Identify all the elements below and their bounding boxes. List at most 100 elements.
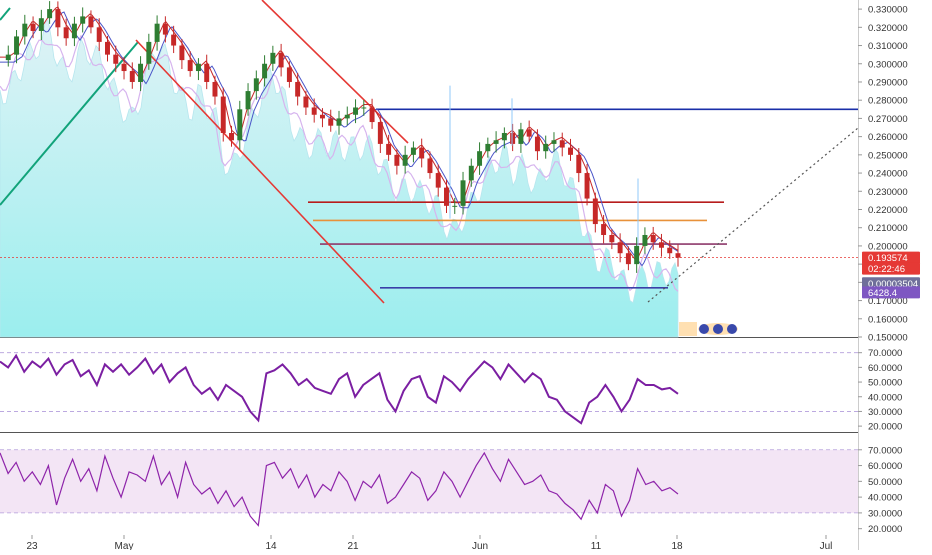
candle[interactable] <box>105 36 110 62</box>
candle[interactable] <box>650 226 656 250</box>
candle[interactable] <box>96 18 102 51</box>
candle-body <box>80 16 86 24</box>
date-tick-label: Jul <box>820 541 833 550</box>
candle[interactable] <box>47 1 53 24</box>
candle[interactable] <box>187 51 193 77</box>
candle[interactable] <box>510 123 516 152</box>
event-icon[interactable] <box>727 324 737 334</box>
candle[interactable] <box>468 158 474 187</box>
price-tick-label: 0.320000 <box>868 23 908 34</box>
candle[interactable] <box>237 100 243 150</box>
candle[interactable] <box>634 237 640 273</box>
event-badge[interactable] <box>679 322 697 336</box>
candle[interactable] <box>667 240 673 259</box>
candle[interactable] <box>427 151 433 179</box>
event-icon[interactable] <box>699 324 709 334</box>
candle[interactable] <box>195 58 201 81</box>
candle[interactable] <box>534 129 540 161</box>
candle[interactable] <box>344 106 350 126</box>
candle[interactable] <box>88 10 94 34</box>
candle[interactable] <box>179 39 185 70</box>
candle[interactable] <box>377 115 383 153</box>
candle[interactable] <box>658 233 664 257</box>
candle[interactable] <box>576 148 582 183</box>
candle[interactable] <box>501 127 507 149</box>
candle[interactable] <box>394 149 400 175</box>
candle[interactable] <box>245 83 251 116</box>
candle-body <box>460 180 466 206</box>
candle[interactable] <box>361 99 367 116</box>
candle[interactable] <box>328 109 334 132</box>
candle[interactable] <box>369 98 375 129</box>
candle[interactable] <box>460 171 466 215</box>
candle[interactable] <box>444 179 449 214</box>
candle[interactable] <box>543 135 549 159</box>
candle[interactable] <box>121 56 127 80</box>
candle[interactable] <box>220 87 226 142</box>
candle[interactable] <box>22 14 28 45</box>
candle-body <box>501 132 507 141</box>
candle[interactable] <box>162 16 168 43</box>
candle[interactable] <box>402 145 408 174</box>
event-icon[interactable] <box>713 324 723 334</box>
candle[interactable] <box>146 33 152 70</box>
candle-body <box>650 234 656 243</box>
candle[interactable] <box>303 90 309 115</box>
candle[interactable] <box>55 1 61 37</box>
candle[interactable] <box>609 229 615 250</box>
candle[interactable] <box>295 72 301 106</box>
candle[interactable] <box>675 244 681 267</box>
candle[interactable] <box>129 62 135 89</box>
candle[interactable] <box>311 98 317 123</box>
candle[interactable] <box>518 122 524 153</box>
candle[interactable] <box>592 192 598 233</box>
candle[interactable] <box>38 9 44 40</box>
candle[interactable] <box>617 233 623 263</box>
candle[interactable] <box>493 131 499 153</box>
candle[interactable] <box>5 45 11 67</box>
candle[interactable] <box>452 197 458 214</box>
candle[interactable] <box>63 18 69 46</box>
candle[interactable] <box>435 164 441 197</box>
candle[interactable] <box>30 16 36 39</box>
candle[interactable] <box>485 137 491 158</box>
candle-body <box>642 234 648 246</box>
candle[interactable] <box>410 141 416 163</box>
candle[interactable] <box>642 227 648 254</box>
candle[interactable] <box>419 138 425 168</box>
candle[interactable] <box>171 25 177 54</box>
candle[interactable] <box>336 110 342 135</box>
candle[interactable] <box>253 70 259 100</box>
candle[interactable] <box>584 164 590 206</box>
candle[interactable] <box>551 132 557 152</box>
candle[interactable] <box>113 45 119 73</box>
candle[interactable] <box>353 99 359 124</box>
downtrend-channel-line[interactable] <box>135 39 385 304</box>
candle[interactable] <box>386 134 392 161</box>
candle[interactable] <box>270 45 276 71</box>
candle[interactable] <box>319 108 325 128</box>
projection-trend-line[interactable] <box>647 127 859 303</box>
candle[interactable] <box>286 61 292 88</box>
candle[interactable] <box>212 75 218 105</box>
candle[interactable] <box>526 120 532 143</box>
candle[interactable] <box>71 16 77 47</box>
candle[interactable] <box>278 43 284 77</box>
event-badges[interactable] <box>679 322 738 336</box>
candle[interactable] <box>559 132 565 157</box>
candle[interactable] <box>138 56 144 92</box>
uptrend-channel-line[interactable] <box>0 41 139 206</box>
candle[interactable] <box>14 30 20 64</box>
candle[interactable] <box>568 138 573 161</box>
candle[interactable] <box>229 125 234 147</box>
candle[interactable] <box>601 214 607 244</box>
volume-value-tag-bg <box>862 286 920 299</box>
candle[interactable] <box>477 142 483 175</box>
candle[interactable] <box>262 55 268 87</box>
candle[interactable] <box>204 54 210 90</box>
candle[interactable] <box>154 15 160 51</box>
uptrend-channel-line[interactable] <box>0 7 11 21</box>
candle[interactable] <box>80 7 86 33</box>
candle[interactable] <box>625 246 631 271</box>
